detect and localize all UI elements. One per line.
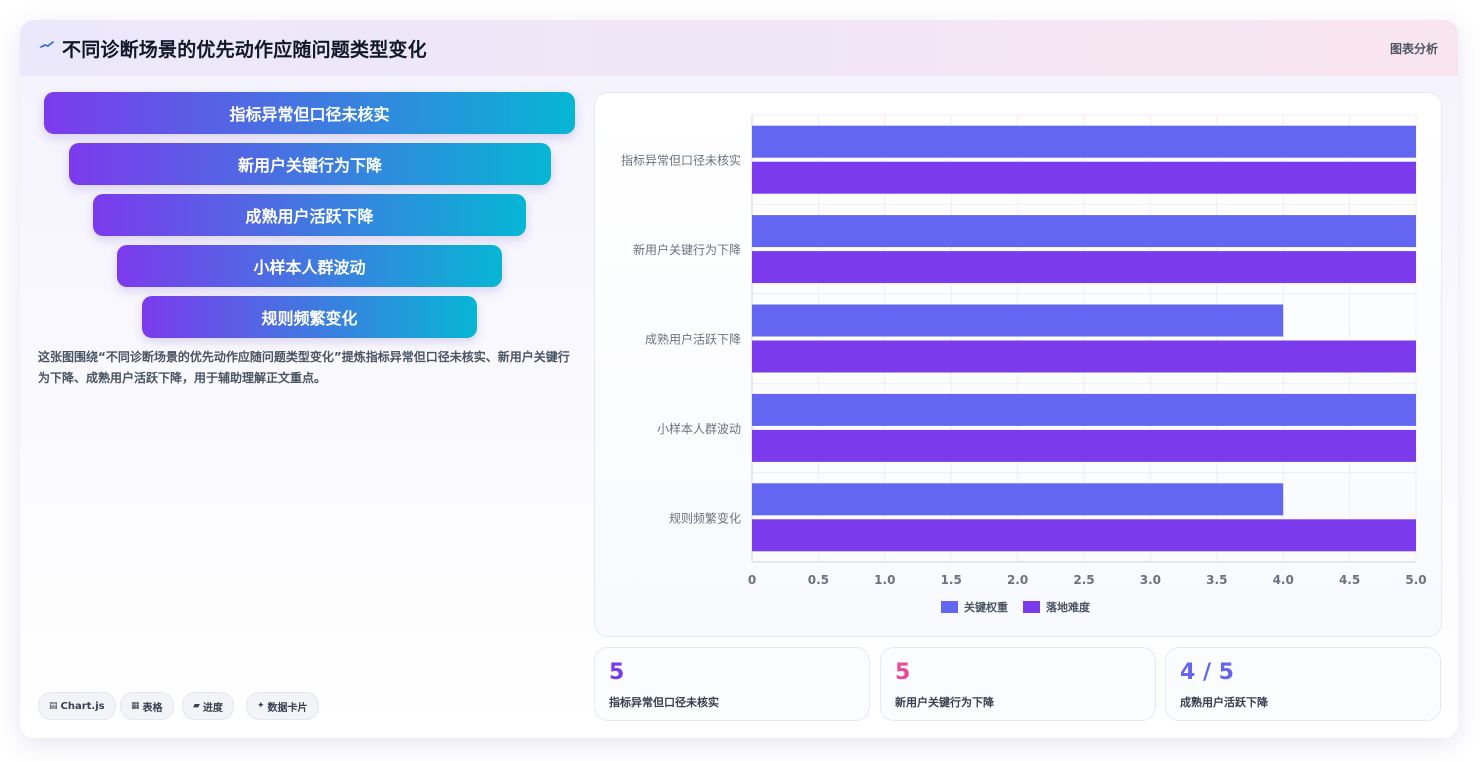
- legend-swatch: [941, 601, 958, 613]
- funnel-item: 小样本人群波动: [117, 245, 502, 287]
- x-tick-label: 2.5: [1073, 573, 1094, 587]
- bar: [752, 393, 1416, 426]
- stat-label: 指标异常但口径未核实: [609, 696, 719, 709]
- bar: [752, 161, 1416, 194]
- chart-analysis-tag: 图表分析: [1389, 42, 1438, 56]
- progress-icon: ▰: [193, 701, 200, 711]
- table-icon: ▦: [131, 701, 140, 711]
- stat-value: 5: [895, 660, 911, 685]
- x-tick-label: 3.5: [1206, 573, 1227, 587]
- funnel-item: 新用户关键行为下降: [69, 143, 551, 185]
- funnel-item-label: 小样本人群波动: [253, 258, 366, 277]
- bar: [752, 251, 1416, 284]
- y-tick-label: 规则频繁变化: [669, 510, 741, 525]
- y-tick-label: 小样本人群波动: [657, 421, 741, 436]
- header: 不同诊断场景的优先动作应随问题类型变化 图表分析: [20, 20, 1458, 77]
- chart-description: 这张图围绕“不同诊断场景的优先动作应随问题类型变化”提炼指标异常但口径未核实、新…: [38, 350, 570, 385]
- stat-card: 5 新用户关键行为下降: [880, 647, 1156, 721]
- chip-progress[interactable]: ▰ 进度: [182, 692, 234, 720]
- funnel-item-label: 规则频繁变化: [261, 309, 358, 328]
- funnel-item: 成熟用户活跃下降: [93, 194, 526, 236]
- stat-card: 4 / 5 成熟用户活跃下降: [1165, 647, 1441, 721]
- funnel-item: 规则频繁变化: [142, 296, 477, 338]
- page-title: 不同诊断场景的优先动作应随问题类型变化: [62, 39, 427, 61]
- chip-chartjs[interactable]: ▤ Chart.js: [38, 692, 116, 720]
- chip-label: 数据卡片: [267, 702, 308, 714]
- x-tick-label: 5.0: [1405, 573, 1426, 587]
- bar: [752, 340, 1416, 373]
- chip-table[interactable]: ▦ 表格: [120, 692, 174, 720]
- bar: [752, 519, 1416, 552]
- x-tick-label: 4.0: [1273, 573, 1294, 587]
- stat-value: 4 / 5: [1180, 660, 1234, 685]
- legend-swatch: [1023, 601, 1040, 613]
- x-tick-label: 3.0: [1140, 573, 1161, 587]
- chart-icon: ▤: [49, 701, 58, 711]
- bar-chart: 0 0.5 1.0 1.5 2.0 2.5 3.0 3.5 4.0 4.5 5.0 指标异常但口径未核…: [621, 114, 1427, 614]
- chip-label: 表格: [142, 702, 163, 714]
- x-tick-label: 4.5: [1339, 573, 1360, 587]
- bar: [752, 429, 1416, 462]
- funnel-item-label: 新用户关键行为下降: [237, 156, 382, 175]
- chart-panel: 0 0.5 1.0 1.5 2.0 2.5 3.0 3.5 4.0 4.5 5.0 指标异常但口径未核…: [594, 92, 1442, 637]
- bar: [752, 125, 1416, 158]
- funnel-item: 指标异常但口径未核实: [44, 92, 575, 134]
- y-tick-label: 成熟用户活跃下降: [645, 332, 741, 347]
- x-tick-label: 1.5: [941, 573, 962, 587]
- x-tick-label: 1.0: [874, 573, 895, 587]
- legend-label: 关键权重: [964, 600, 1008, 614]
- stat-label: 新用户关键行为下降: [895, 696, 994, 709]
- chip-label: 进度: [202, 702, 223, 714]
- x-tick-label: 0.5: [808, 573, 829, 587]
- x-tick-label: 2.0: [1007, 573, 1028, 587]
- y-tick-label: 新用户关键行为下降: [633, 242, 741, 257]
- pulse-icon: [40, 41, 54, 48]
- bar: [752, 304, 1284, 337]
- stat-label: 成熟用户活跃下降: [1180, 696, 1268, 709]
- funnel-item-label: 成熟用户活跃下降: [245, 207, 374, 226]
- x-tick-label: 0: [748, 573, 756, 587]
- bar: [752, 215, 1416, 248]
- stat-card: 5 指标异常但口径未核实: [594, 647, 870, 721]
- chip-label: Chart.js: [60, 700, 105, 712]
- y-tick-label: 指标异常但口径未核实: [621, 153, 741, 168]
- funnel-item-label: 指标异常但口径未核实: [229, 105, 390, 124]
- sparkle-icon: ✦: [257, 701, 265, 711]
- stat-value: 5: [609, 660, 625, 685]
- legend-label: 落地难度: [1046, 600, 1091, 614]
- chip-data-card[interactable]: ✦ 数据卡片: [246, 692, 319, 720]
- dashboard-card: 不同诊断场景的优先动作应随问题类型变化 图表分析 指标异常但口径未核实 新用户关…: [20, 20, 1458, 738]
- bar: [752, 483, 1284, 516]
